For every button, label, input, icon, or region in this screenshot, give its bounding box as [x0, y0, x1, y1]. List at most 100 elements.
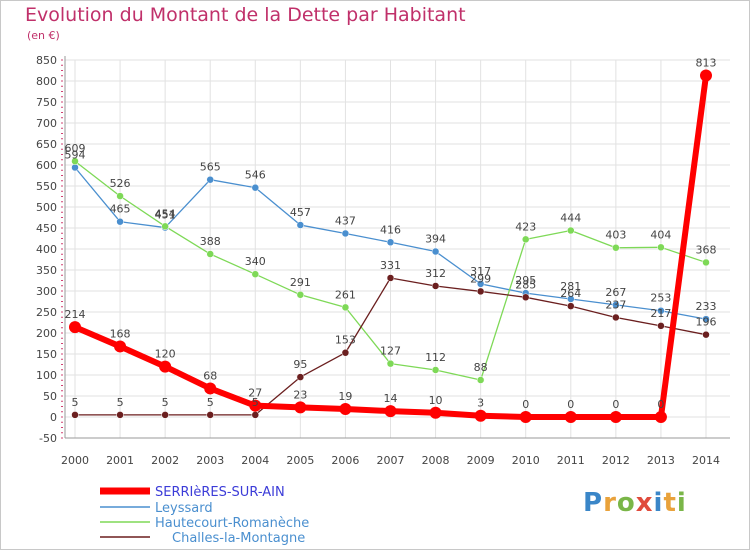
data-label: 317 — [470, 265, 491, 278]
data-label: 299 — [470, 272, 491, 285]
data-label: 526 — [110, 177, 131, 190]
data-label: 454 — [155, 207, 176, 220]
legend-label-2: Hautecourt-Romanèche — [155, 516, 309, 531]
y-tick-label: 300 — [36, 285, 57, 298]
data-point-3 — [341, 348, 350, 357]
data-point-0 — [654, 411, 667, 423]
data-point-3 — [116, 411, 124, 419]
data-label: 437 — [335, 214, 356, 227]
data-point-1 — [386, 238, 395, 247]
legend-label-1: Leyssard — [155, 501, 213, 516]
y-tick-label: 850 — [36, 54, 57, 67]
data-point-0 — [249, 399, 262, 412]
data-label: 368 — [696, 243, 717, 256]
data-label: 233 — [696, 300, 717, 313]
data-label: 281 — [560, 280, 581, 293]
x-tick-label: 2011 — [557, 454, 585, 467]
data-point-3 — [431, 282, 440, 290]
data-point-3 — [386, 274, 395, 282]
data-label: 0 — [567, 398, 574, 411]
data-point-0 — [114, 340, 127, 353]
data-point-2 — [702, 258, 710, 267]
data-point-2 — [116, 192, 124, 200]
data-point-2 — [251, 270, 260, 278]
data-label: 285 — [515, 278, 536, 291]
data-point-0 — [564, 411, 577, 423]
data-point-3 — [71, 411, 79, 419]
data-point-3 — [612, 313, 620, 322]
y-tick-label: 750 — [36, 96, 57, 109]
legend-label-0: SERRIèRES-SUR-AIN — [155, 485, 285, 500]
data-label: 237 — [605, 298, 626, 311]
data-point-3 — [206, 411, 214, 419]
y-tick-label: 500 — [36, 201, 57, 214]
data-point-0 — [69, 321, 81, 334]
y-tick-label: 50 — [43, 390, 57, 403]
data-point-0 — [204, 382, 217, 395]
data-label: 331 — [380, 259, 401, 272]
data-point-1 — [431, 247, 440, 256]
y-tick-label: 700 — [36, 117, 57, 130]
data-label: 14 — [384, 392, 398, 405]
data-point-3 — [702, 330, 710, 339]
x-tick-label: 2002 — [151, 454, 179, 467]
y-tick-label: 650 — [36, 138, 57, 151]
y-tick-label: 100 — [36, 369, 57, 382]
data-label: 465 — [110, 203, 131, 216]
data-point-2 — [71, 157, 79, 165]
y-tick-label: 250 — [36, 306, 57, 319]
y-tick-label: -50 — [39, 432, 57, 445]
data-point-1 — [341, 229, 350, 238]
data-label: 546 — [245, 169, 266, 182]
y-tick-label: 350 — [36, 264, 57, 277]
data-point-2 — [476, 376, 485, 384]
data-label: 403 — [605, 229, 626, 242]
data-point-2 — [657, 243, 665, 252]
data-label: 404 — [650, 228, 671, 241]
data-point-2 — [612, 243, 620, 252]
x-tick-label: 2005 — [286, 454, 314, 467]
x-tick-label: 2008 — [422, 454, 450, 467]
x-tick-label: 2003 — [196, 454, 224, 467]
data-point-1 — [657, 306, 665, 315]
x-tick-label: 2000 — [61, 454, 89, 467]
data-point-3 — [521, 293, 530, 302]
data-label: 444 — [560, 212, 581, 225]
data-label: 267 — [605, 286, 626, 299]
data-label: 565 — [200, 161, 221, 174]
x-tick-label: 2004 — [241, 454, 269, 467]
data-label: 217 — [650, 307, 671, 320]
x-tick-label: 2014 — [692, 454, 720, 467]
data-point-3 — [251, 411, 260, 419]
data-label: 340 — [245, 255, 266, 268]
data-label: 0 — [522, 398, 529, 411]
data-point-0 — [429, 406, 442, 419]
data-label: 95 — [293, 358, 307, 371]
data-label: 88 — [474, 361, 488, 374]
chart-subtitle: (en €) — [27, 29, 60, 42]
x-tick-label: 2012 — [602, 454, 630, 467]
x-tick-label: 2013 — [647, 454, 675, 467]
data-point-0 — [384, 405, 397, 418]
data-label: 451 — [155, 209, 176, 222]
data-label: 127 — [380, 345, 401, 358]
data-label: 196 — [696, 316, 717, 329]
data-point-2 — [161, 222, 169, 231]
data-label: 0 — [657, 398, 664, 411]
data-label: 153 — [335, 334, 356, 347]
chart-title: Evolution du Montant de la Dette par Hab… — [25, 4, 466, 26]
x-tick-label: 2006 — [331, 454, 359, 467]
data-point-1 — [702, 315, 710, 323]
y-tick-label: 200 — [36, 327, 57, 340]
data-label: 261 — [335, 288, 356, 301]
data-label: 457 — [290, 206, 311, 219]
data-label: 23 — [293, 388, 307, 401]
data-point-3 — [567, 302, 575, 310]
y-tick-label: 600 — [36, 159, 57, 172]
data-label: 3 — [477, 397, 484, 410]
data-point-1 — [251, 183, 260, 192]
data-label: 5 — [117, 396, 124, 409]
y-tick-label: 400 — [36, 243, 57, 256]
